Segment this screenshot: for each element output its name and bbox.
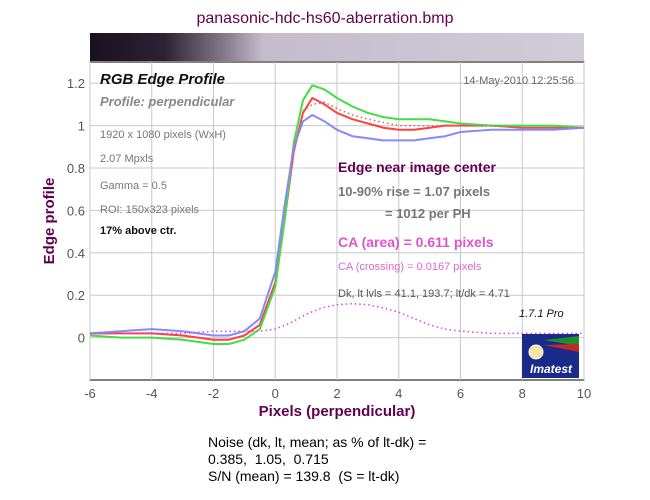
info-roi: ROI: 150x323 pixels bbox=[100, 204, 200, 216]
chart-subtitle: Profile: perpendicular bbox=[100, 94, 235, 109]
grid bbox=[89, 62, 585, 380]
y-tick-label: 0.8 bbox=[67, 161, 85, 176]
y-tick-label: 0.2 bbox=[67, 288, 85, 303]
noise-footer: Noise (dk, lt, mean; as % of lt-dk) = 0.… bbox=[208, 434, 426, 485]
version-label: 1.7.1 Pro bbox=[519, 308, 564, 320]
noise-line-2: 0.385, 1.05, 0.715 bbox=[208, 451, 329, 467]
annotation-rise-2: = 1012 per PH bbox=[385, 206, 471, 221]
timestamp: 14-May-2010 12:25:56 bbox=[463, 75, 574, 87]
series-line-2 bbox=[89, 114, 585, 337]
x-tick-label: 0 bbox=[272, 386, 279, 401]
y-tick-label: 0 bbox=[78, 331, 85, 346]
x-tick-label: 10 bbox=[577, 386, 591, 401]
series-line-1 bbox=[89, 84, 585, 345]
y-axis-label: Edge profile bbox=[41, 178, 58, 265]
x-tick-label: 8 bbox=[519, 386, 526, 401]
y-tick-label: 0.6 bbox=[67, 203, 85, 218]
x-tick-label: 4 bbox=[395, 386, 402, 401]
noise-line-1: Noise (dk, lt, mean; as % of lt-dk) = bbox=[208, 434, 427, 450]
y-tick-label: 1 bbox=[78, 119, 85, 134]
x-axis-label: Pixels (perpendicular) bbox=[259, 403, 416, 420]
chart-title: RGB Edge Profile bbox=[100, 71, 225, 88]
series-group bbox=[89, 84, 585, 345]
x-tick-labels: -6 -4 -2 0 2 4 6 8 10 bbox=[84, 386, 591, 401]
logo-text: Imatest bbox=[530, 362, 573, 376]
x-tick-label: -4 bbox=[146, 386, 158, 401]
info-gamma: Gamma = 0.5 bbox=[100, 180, 167, 192]
imatest-logo: Imatest bbox=[522, 334, 579, 378]
location-note: 17% above ctr. bbox=[100, 225, 176, 237]
y-tick-label: 0.4 bbox=[67, 246, 85, 261]
series-line-4 bbox=[289, 101, 584, 169]
annotation-rise-1: 10-90% rise = 1.07 pixels bbox=[338, 184, 490, 199]
y-tick-label: 1.2 bbox=[67, 76, 85, 91]
gradient-bar bbox=[90, 33, 584, 61]
info-resolution: 1920 x 1080 pixels (WxH) bbox=[100, 129, 226, 141]
annotation-levels: Dk, lt lvls = 41.1, 193.7; lt/dk = 4.71 bbox=[338, 288, 510, 300]
noise-line-3: S/N (mean) = 139.8 (S = lt-dk) bbox=[208, 468, 400, 484]
y-tick-labels: 0 0.2 0.4 0.6 0.8 1 1.2 bbox=[67, 76, 85, 345]
x-tick-label: -2 bbox=[208, 386, 220, 401]
x-tick-label: 6 bbox=[457, 386, 464, 401]
annotation-ca-crossing: CA (crossing) = 0.0167 pixels bbox=[338, 261, 482, 273]
info-megapixels: 2.07 Mpxls bbox=[100, 153, 154, 165]
window-title: panasonic-hdc-hs60-aberration.bmp bbox=[196, 10, 453, 27]
annotation-ca-area: CA (area) = 0.611 pixels bbox=[338, 234, 494, 250]
x-tick-label: 2 bbox=[333, 386, 340, 401]
x-tick-label: -6 bbox=[84, 386, 96, 401]
annotation-heading: Edge near image center bbox=[338, 159, 497, 175]
